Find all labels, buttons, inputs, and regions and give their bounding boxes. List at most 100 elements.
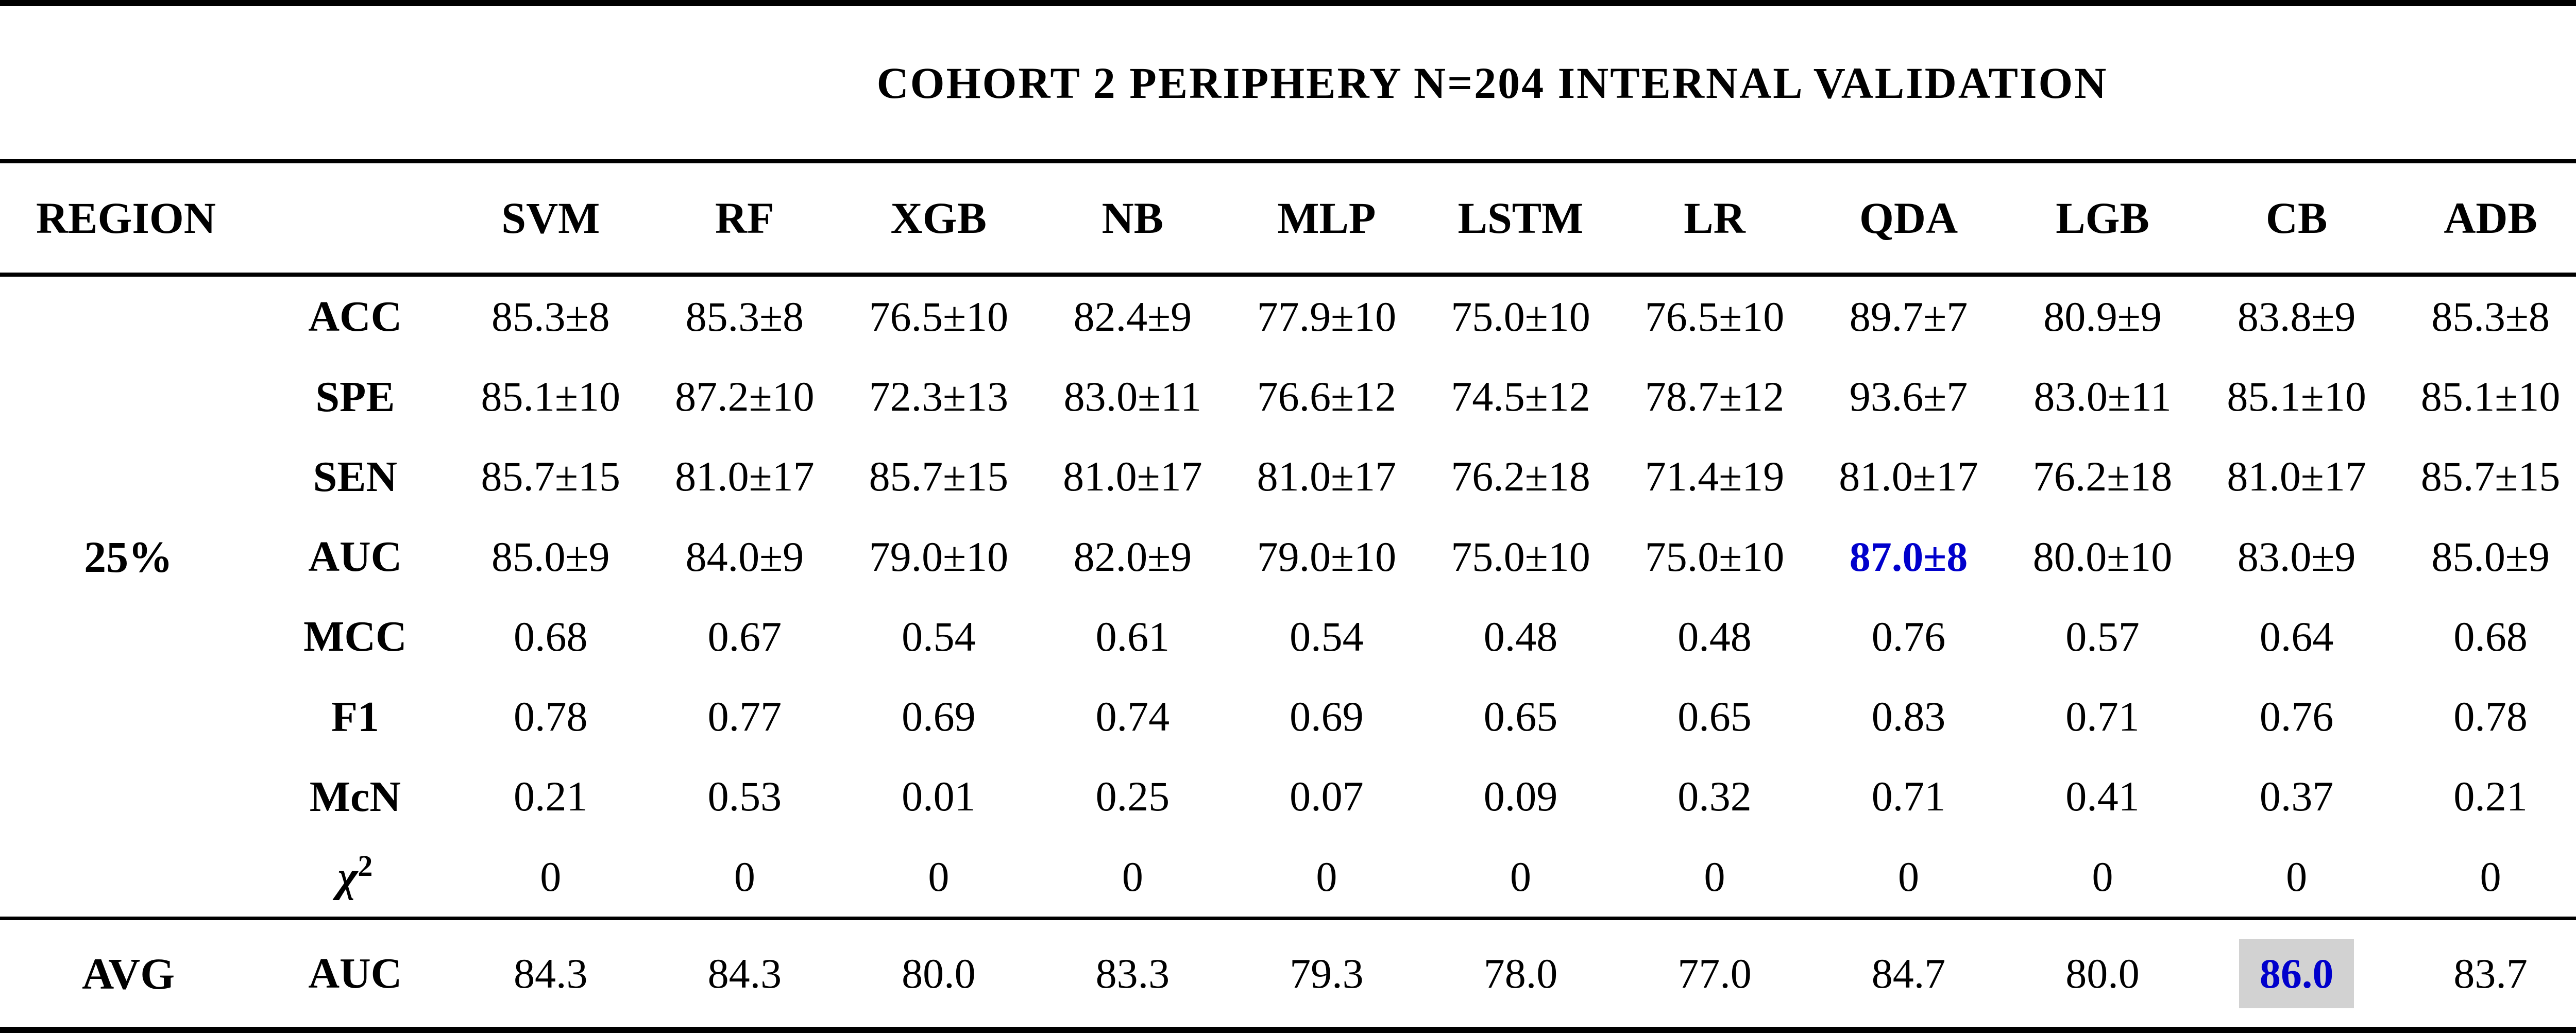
- value-cell: 81.0±17: [1839, 453, 1978, 500]
- value-cell: 0: [2480, 853, 2501, 900]
- col-header-svm: SVM: [453, 161, 648, 277]
- value-cell: 84.3: [648, 917, 842, 1030]
- value-cell: 0.83: [1871, 693, 1946, 740]
- value-cell: 78.0: [1423, 917, 1618, 1030]
- col-header-adb: ADB: [2393, 161, 2576, 277]
- region-cell: [0, 597, 257, 676]
- value-cell: 83.8±9: [2237, 293, 2356, 340]
- value-cell: 0.69: [902, 693, 976, 740]
- value-cell: 0.78: [2453, 693, 2528, 740]
- value-cell: 80.0: [2005, 917, 2200, 1030]
- value-cell: 0.57: [2065, 613, 2140, 660]
- table-row-chi2: χ2 0 0 0 0 0 0 0 0 0 0 0 -: [0, 837, 2576, 919]
- metric-label: F1: [331, 692, 380, 741]
- metric-label: AUC: [308, 533, 402, 581]
- value-cell: 0: [540, 853, 562, 900]
- value-cell: 72.3±13: [869, 373, 1009, 420]
- value-cell: 0.37: [2259, 773, 2334, 820]
- metric-label-chi-squared: χ2: [257, 837, 453, 919]
- col-header-cb: CB: [2199, 161, 2394, 277]
- value-cell: 0.09: [1483, 773, 1558, 820]
- metric-label: McN: [309, 772, 401, 821]
- value-cell: 0.67: [707, 613, 782, 660]
- value-cell: 0.65: [1483, 693, 1558, 740]
- value-cell: 77.9±10: [1257, 293, 1397, 340]
- table-row-acc: ACC 85.3±8 85.3±8 76.5±10 82.4±9 77.9±10…: [0, 275, 2576, 357]
- chi-exponent: 2: [358, 849, 373, 883]
- value-cell: 0.68: [2453, 613, 2528, 660]
- chi-symbol: χ: [337, 853, 358, 901]
- value-cell: 0.54: [1290, 613, 1364, 660]
- value-cell: 0.54: [902, 613, 976, 660]
- region-label-avg: AVG: [0, 917, 257, 1030]
- value-cell: 76.6±12: [1257, 373, 1397, 420]
- col-header-mlp: MLP: [1229, 161, 1424, 277]
- value-cell: 80.9±9: [2043, 293, 2162, 340]
- metric-label: SPE: [315, 372, 395, 421]
- col-header-lstm: LSTM: [1423, 161, 1618, 277]
- value-cell: 83.7: [2393, 917, 2576, 1030]
- col-header-metric: [257, 161, 454, 277]
- title-row: COHORT 2 PERIPHERY N=204 INTERNAL VALIDA…: [0, 3, 2576, 163]
- table-title: COHORT 2 PERIPHERY N=204 INTERNAL VALIDA…: [0, 3, 2576, 163]
- col-header-nb: NB: [1036, 161, 1230, 277]
- value-cell: 0.74: [1095, 693, 1170, 740]
- value-cell: 81.0±17: [675, 453, 815, 500]
- value-cell: 77.0: [1617, 917, 1812, 1030]
- value-cell: 75.0±10: [1451, 533, 1590, 580]
- value-cell: 0.71: [2065, 693, 2140, 740]
- value-cell: 82.0±9: [1073, 533, 1192, 580]
- value-cell: 76.2±18: [2032, 453, 2173, 500]
- col-header-xgb: XGB: [841, 161, 1036, 277]
- value-cell: 81.0±17: [2227, 453, 2366, 500]
- value-cell: 0.61: [1095, 613, 1170, 660]
- value-cell: 0: [1122, 853, 1143, 900]
- col-header-region: REGION: [0, 161, 257, 277]
- col-header-rf: RF: [648, 161, 842, 277]
- region-cell: [0, 757, 257, 837]
- value-cell: 0.25: [1095, 773, 1170, 820]
- value-cell: 84.3: [453, 917, 648, 1030]
- metric-label: MCC: [303, 613, 407, 661]
- value-cell: 0: [734, 853, 755, 900]
- value-cell: 0.77: [707, 693, 782, 740]
- value-cell: 0.69: [1290, 693, 1364, 740]
- value-cell: 0.01: [902, 773, 976, 820]
- value-cell: 83.0±9: [2237, 533, 2356, 580]
- region-cell: [0, 357, 257, 436]
- value-cell: 0.48: [1483, 613, 1558, 660]
- col-header-qda: QDA: [1811, 161, 2006, 277]
- value-cell: 82.4±9: [1073, 293, 1192, 340]
- value-cell: 84.7: [1811, 917, 2006, 1030]
- value-cell: 85.3±8: [492, 293, 610, 340]
- value-cell-best-auc: 87.0±8: [1849, 533, 1968, 580]
- metric-label: ACC: [308, 293, 402, 341]
- value-cell: 81.0±17: [1063, 453, 1202, 500]
- value-cell: 83.0±11: [1063, 373, 1202, 420]
- region-label-25pct: 25%: [84, 532, 173, 582]
- region-cell: [0, 275, 257, 357]
- value-cell: 85.0±9: [492, 533, 610, 580]
- table-row-auc: 25% AUC 85.0±9 84.0±9 79.0±10 82.0±9 79.…: [0, 517, 2576, 597]
- highlighted-value: 86.0: [2239, 939, 2354, 1008]
- value-cell: 0.32: [1677, 773, 1752, 820]
- value-cell: 71.4±19: [1645, 453, 1785, 500]
- value-cell: 0: [1898, 853, 1920, 900]
- value-cell: 80.0±10: [2032, 533, 2173, 580]
- value-cell: 0.68: [514, 613, 588, 660]
- value-cell: 85.7±15: [869, 453, 1009, 500]
- value-cell: 0: [2286, 853, 2308, 900]
- value-cell: 85.3±8: [2431, 293, 2550, 340]
- value-cell: 0: [1510, 853, 1531, 900]
- value-cell: 85.1±10: [481, 373, 621, 420]
- header-row: REGION SVM RF XGB NB MLP LSTM LR QDA LGB…: [0, 161, 2576, 277]
- value-cell: 0.76: [2259, 693, 2334, 740]
- value-cell: 76.5±10: [869, 293, 1009, 340]
- value-cell: 0.21: [2453, 773, 2528, 820]
- value-cell: 79.0±10: [869, 533, 1009, 580]
- value-cell: 85.7±15: [481, 453, 621, 500]
- value-cell: 83.0±11: [2033, 373, 2172, 420]
- table-row-f1: F1 0.78 0.77 0.69 0.74 0.69 0.65 0.65 0.…: [0, 676, 2576, 756]
- table-row-avg-auc: AVG AUC 84.3 84.3 80.0 83.3 79.3 78.0 77…: [0, 917, 2576, 1030]
- value-cell: 85.3±8: [685, 293, 804, 340]
